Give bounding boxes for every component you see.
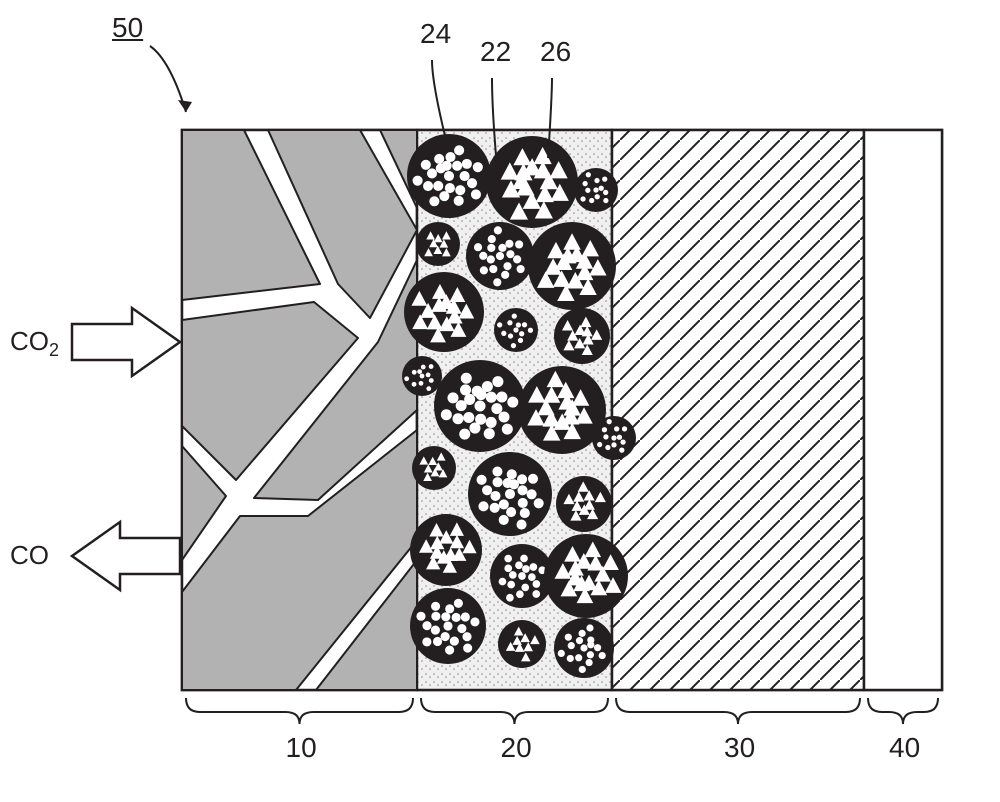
particle-type-a <box>410 588 486 664</box>
particle-type-a <box>434 360 526 452</box>
brace-30 <box>616 698 860 724</box>
particle-type-a <box>574 168 618 212</box>
particle-type-b <box>528 222 616 310</box>
particle-type-a <box>554 618 614 678</box>
brace-10 <box>186 698 413 724</box>
particle-type-a <box>407 134 491 218</box>
assembly-leader-arrowhead <box>178 100 192 112</box>
layer-label-20: 20 <box>501 732 532 764</box>
layer-label-10: 10 <box>286 732 317 764</box>
particle-type-b <box>554 308 610 364</box>
particle-type-b <box>544 534 628 618</box>
brace-40 <box>868 698 938 724</box>
layer-label-40: 40 <box>889 732 920 764</box>
particle-type-b <box>486 136 578 228</box>
gas-arrow-co <box>72 522 180 590</box>
layer-label-30: 30 <box>724 732 755 764</box>
gas-arrow-co2 <box>72 308 180 376</box>
assembly-ref-label: 50 <box>112 12 143 44</box>
particle-type-b <box>410 514 482 586</box>
particle-type-a <box>402 356 442 396</box>
particle-type-a <box>468 452 552 536</box>
particle-type-a <box>466 222 534 290</box>
particle-type-a <box>494 308 538 352</box>
particle-type-b <box>404 272 484 352</box>
gas-label-co: CO <box>10 540 49 571</box>
particle-type-b <box>416 222 460 266</box>
callout-label-22: 22 <box>480 36 511 68</box>
brace-20 <box>421 698 608 724</box>
callout-label-26: 26 <box>540 36 571 68</box>
layer-40 <box>864 130 942 690</box>
particle-type-a <box>592 416 636 460</box>
gas-label-co2: CO2 <box>10 326 59 361</box>
layer-30 <box>612 130 864 690</box>
particle-type-b <box>498 620 546 668</box>
callout-label-24: 24 <box>420 18 451 50</box>
particle-type-b <box>556 476 612 532</box>
particle-type-b <box>412 446 456 490</box>
diagram-svg <box>0 0 1000 802</box>
